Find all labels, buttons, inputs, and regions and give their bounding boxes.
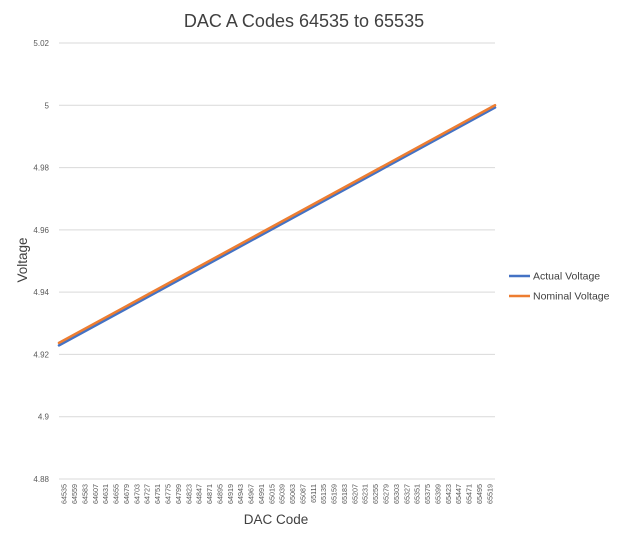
y-tick-label: 4.96 xyxy=(33,226,49,235)
x-tick-label: 65135 xyxy=(319,484,328,504)
y-tick-label: 5 xyxy=(45,101,50,110)
y-tick-label: 4.88 xyxy=(33,475,49,484)
y-tick-label: 4.94 xyxy=(33,288,49,297)
gridlines xyxy=(59,42,495,480)
x-tick-label: 64727 xyxy=(143,484,152,504)
x-tick-label: 64847 xyxy=(195,484,204,504)
x-tick-label: 64919 xyxy=(226,484,235,504)
x-tick-label: 64631 xyxy=(101,484,110,504)
y-axis-ticks: 4.88 4.9 4.92 4.94 4.96 4.98 5 5.02 xyxy=(33,39,49,484)
x-tick-label: 65039 xyxy=(278,484,287,504)
x-tick-label: 65183 xyxy=(340,484,349,504)
x-tick-label: 65447 xyxy=(454,484,463,504)
x-tick-label: 65375 xyxy=(423,484,432,504)
x-tick-label: 64871 xyxy=(205,484,214,504)
x-tick-label: 65303 xyxy=(392,484,401,504)
x-tick-label: 65279 xyxy=(382,484,391,504)
x-tick-label: 65063 xyxy=(288,484,297,504)
x-axis-ticks: 64535 64559 64583 64607 64631 64655 64679 64703… xyxy=(60,484,495,504)
series-line-actual-voltage xyxy=(57,106,497,347)
x-tick-label: 64583 xyxy=(80,484,89,504)
x-tick-label: 65327 xyxy=(402,484,411,504)
x-tick-label: 65351 xyxy=(413,484,422,504)
x-tick-label: 64895 xyxy=(215,484,224,504)
x-tick-label: 65087 xyxy=(298,484,307,504)
y-tick-label: 4.98 xyxy=(33,164,49,173)
x-tick-label: 65423 xyxy=(444,484,453,504)
x-tick-label: 65255 xyxy=(371,484,380,504)
y-tick-label: 4.92 xyxy=(33,350,49,359)
series-line-nominal-voltage xyxy=(57,103,497,345)
series-lines xyxy=(57,103,497,347)
y-tick-label: 4.9 xyxy=(38,413,50,422)
x-tick-label: 64943 xyxy=(236,484,245,504)
x-tick-label: 65111 xyxy=(309,484,318,503)
chart-title: DAC A Codes 64535 to 65535 xyxy=(184,11,424,31)
y-tick-label: 5.02 xyxy=(33,39,49,48)
x-tick-label: 64703 xyxy=(132,484,141,504)
x-tick-label: 64559 xyxy=(70,484,79,504)
x-tick-label: 64535 xyxy=(60,484,69,504)
x-tick-label: 64751 xyxy=(153,484,162,504)
x-tick-label: 64991 xyxy=(257,484,266,504)
x-tick-label: 64679 xyxy=(122,484,131,504)
x-tick-label: 65159 xyxy=(330,484,339,504)
x-tick-label: 64823 xyxy=(184,484,193,504)
x-tick-label: 64967 xyxy=(247,484,256,504)
x-tick-label: 65519 xyxy=(485,484,494,504)
x-tick-label: 65495 xyxy=(475,484,484,504)
legend-label: Actual Voltage xyxy=(533,271,600,283)
x-tick-label: 65015 xyxy=(267,484,276,504)
legend: Actual Voltage Nominal Voltage xyxy=(509,271,610,303)
legend-label: Nominal Voltage xyxy=(533,291,610,303)
x-tick-label: 64607 xyxy=(91,484,100,504)
x-tick-label: 65231 xyxy=(361,484,370,504)
x-tick-label: 65471 xyxy=(465,484,474,504)
x-axis-title: DAC Code xyxy=(244,512,309,527)
x-tick-label: 65399 xyxy=(433,484,442,504)
x-tick-label: 64655 xyxy=(112,484,121,504)
x-tick-label: 64799 xyxy=(174,484,183,504)
y-axis-title: Voltage xyxy=(15,237,30,282)
x-tick-label: 65207 xyxy=(350,484,359,504)
x-tick-label: 64775 xyxy=(164,484,173,504)
